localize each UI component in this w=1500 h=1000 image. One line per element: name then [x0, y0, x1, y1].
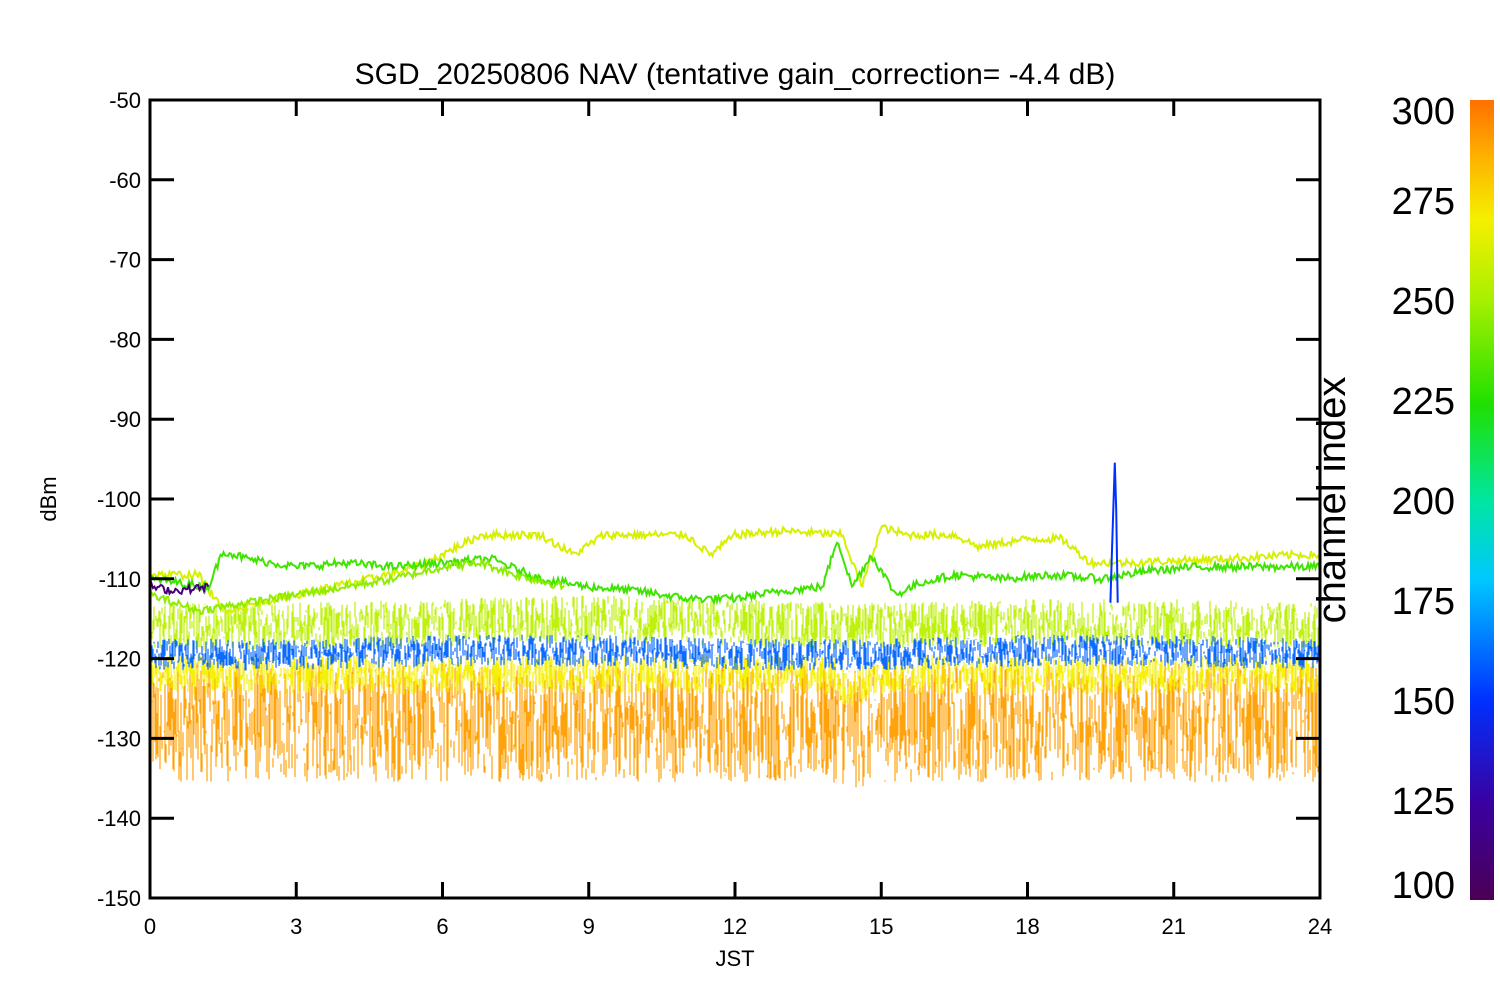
colorbar	[1470, 100, 1494, 900]
series-8	[1109, 462, 1119, 603]
x-tick-label: 24	[1308, 914, 1332, 939]
series-3	[151, 595, 1320, 651]
x-tick-label: 21	[1162, 914, 1186, 939]
x-tick-label: 18	[1015, 914, 1039, 939]
x-tick-label: 15	[869, 914, 893, 939]
colorbar-tick-label: 175	[1392, 581, 1455, 623]
series-9	[151, 579, 210, 597]
y-tick-label: -80	[109, 327, 141, 352]
y-tick-label: -70	[109, 248, 141, 273]
y-tick-label: -100	[97, 487, 141, 512]
series-7	[151, 557, 565, 617]
series-4	[151, 634, 1320, 671]
y-tick-label: -110	[99, 567, 141, 592]
colorbar-tick-label: 200	[1392, 481, 1455, 523]
series-6	[151, 541, 1320, 606]
colorbar-tick-label: 125	[1392, 781, 1455, 823]
y-tick-label: -60	[109, 168, 141, 193]
x-tick-label: 9	[583, 914, 595, 939]
colorbar-tick-label: 150	[1392, 681, 1455, 723]
colorbar-tick-label: 300	[1392, 91, 1455, 133]
plot-area	[151, 462, 1320, 788]
x-tick-label: 12	[723, 914, 747, 939]
y-tick-label: -150	[97, 886, 141, 911]
y-tick-label: -50	[109, 88, 141, 113]
x-tick-label: 0	[144, 914, 156, 939]
series-2	[151, 654, 1320, 707]
colorbar-tick-label: 225	[1392, 381, 1455, 423]
y-axis: -50 -60 -70 -80 -90 -100 -110 -120 -130 -140 -150	[97, 88, 1320, 911]
x-axis-label: JST	[715, 946, 754, 971]
x-tick-label: 3	[290, 914, 302, 939]
y-axis-label: dBm	[36, 476, 61, 521]
colorbar-tick-label: 100	[1392, 865, 1455, 907]
y-tick-label: -120	[97, 647, 141, 672]
colorbar-tick-label: 250	[1392, 281, 1455, 323]
colorbar-label: channel index	[1310, 377, 1354, 624]
chart-title: SGD_20250806 NAV (tentative gain_correct…	[355, 58, 1116, 91]
x-tick-label: 6	[436, 914, 448, 939]
series-5	[151, 523, 1320, 616]
y-tick-label: -130	[97, 726, 141, 751]
colorbar-ticks: 100 125 150 175 200 225 250 275 300	[1392, 91, 1455, 907]
colorbar-tick-label: 275	[1392, 181, 1455, 223]
y-tick-label: -90	[109, 407, 141, 432]
y-tick-label: -140	[97, 806, 141, 831]
x-axis: 0 3 6 9 12 15 18 21 24	[144, 100, 1332, 939]
